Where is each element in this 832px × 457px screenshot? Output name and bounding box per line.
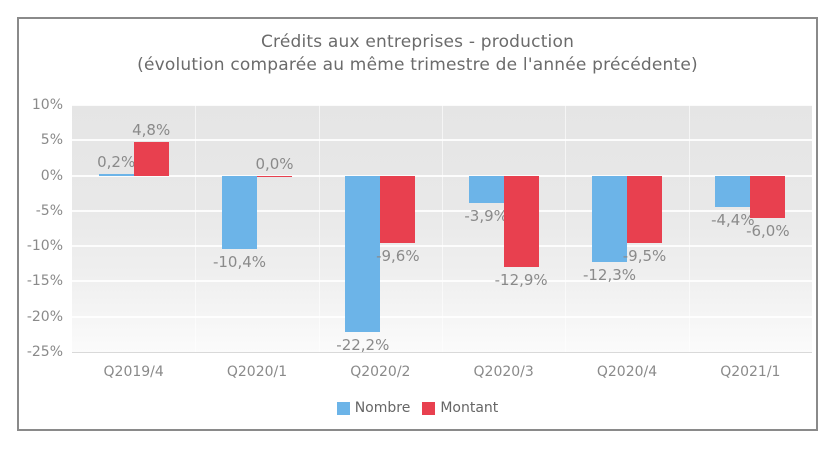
legend-item-nombre[interactable]: Nombre [336,400,411,416]
data-label: -22,2% [336,336,390,355]
gridline-vertical [565,105,567,352]
bar-montant-q2020-4 [627,175,662,243]
legend: Nombre Montant [19,399,816,417]
data-label: -10,4% [212,252,267,271]
y-tick-label: 0% [40,167,63,184]
data-label: -9,6% [376,247,420,266]
plot-area: 0,2% 4,8% -10,4% 0,0% -22,2% -9,6% -3,9% -12,9%… [72,104,812,355]
gridline-vertical [442,105,443,352]
x-tick-label: Q2019/4 [103,364,164,380]
y-tick-label: -10% [26,238,63,255]
legend-label-montant: Montant [440,400,499,416]
bar-montant-q2020-2 [380,175,416,244]
data-label: 0,2% [97,153,136,172]
legend-label-nombre: Nombre [354,400,411,416]
bar-nombre-q2019-4 [98,174,134,176]
gridline-vertical [688,105,690,352]
legend-item-montant[interactable]: Montant [422,400,498,416]
bar-montant-q2019-4 [133,141,169,176]
chart-header: Crédits aux entreprises - production (év… [19,31,816,77]
y-tick-label: 10% [31,97,63,113]
x-axis: Q2019/4 Q2020/1 Q2020/2 Q2020/3 Q2020/4 Q2021… [72,352,812,382]
legend-swatch-nombre-icon [336,401,350,415]
x-tick-label: Q2020/1 [226,364,288,380]
data-label: 4,8% [132,120,171,139]
data-label: -9,5% [622,246,667,265]
bar-nombre-q2020-4 [592,175,627,263]
y-tick-label: -25% [26,344,63,360]
data-label: 0,0% [255,154,294,173]
data-label: -6,0% [746,221,790,240]
bar-nombre-q2021-1 [715,175,751,207]
chart-title: Crédits aux entreprises - production [260,32,575,52]
bar-montant-q2021-1 [750,175,786,218]
y-tick-label: -15% [26,273,63,290]
chart-subtitle: (évolution comparée au même trimestre de… [137,55,698,75]
bar-montant-q2020-3 [503,175,539,267]
bar-nombre-q2020-2 [345,175,381,333]
data-label: -12,9% [494,270,548,289]
bar-nombre-q2020-3 [468,175,504,204]
chart-frame: Crédits aux entreprises - production (év… [17,17,818,431]
y-axis: 10% 5% 0% -5% -10% -15% -20% -25% [19,97,72,360]
data-label: -3,9% [464,207,508,226]
gridline [72,352,812,353]
x-tick-label: Q2020/3 [473,364,534,380]
data-label: -12,3% [582,266,637,285]
y-tick-label: -20% [26,308,63,325]
bar-nombre-q2020-1 [222,175,257,249]
data-label: -4,4% [711,210,755,229]
legend-swatch-montant-icon [422,401,436,415]
y-tick-label: 5% [40,132,63,149]
x-tick-label: Q2021/1 [720,364,781,380]
y-tick-label: -5% [35,202,63,219]
x-tick-label: Q2020/2 [350,364,411,380]
x-tick-label: Q2020/4 [596,364,658,380]
gridline-vertical [318,105,320,352]
bar-montant-q2020-1 [257,175,292,178]
gridline-vertical [195,105,197,352]
